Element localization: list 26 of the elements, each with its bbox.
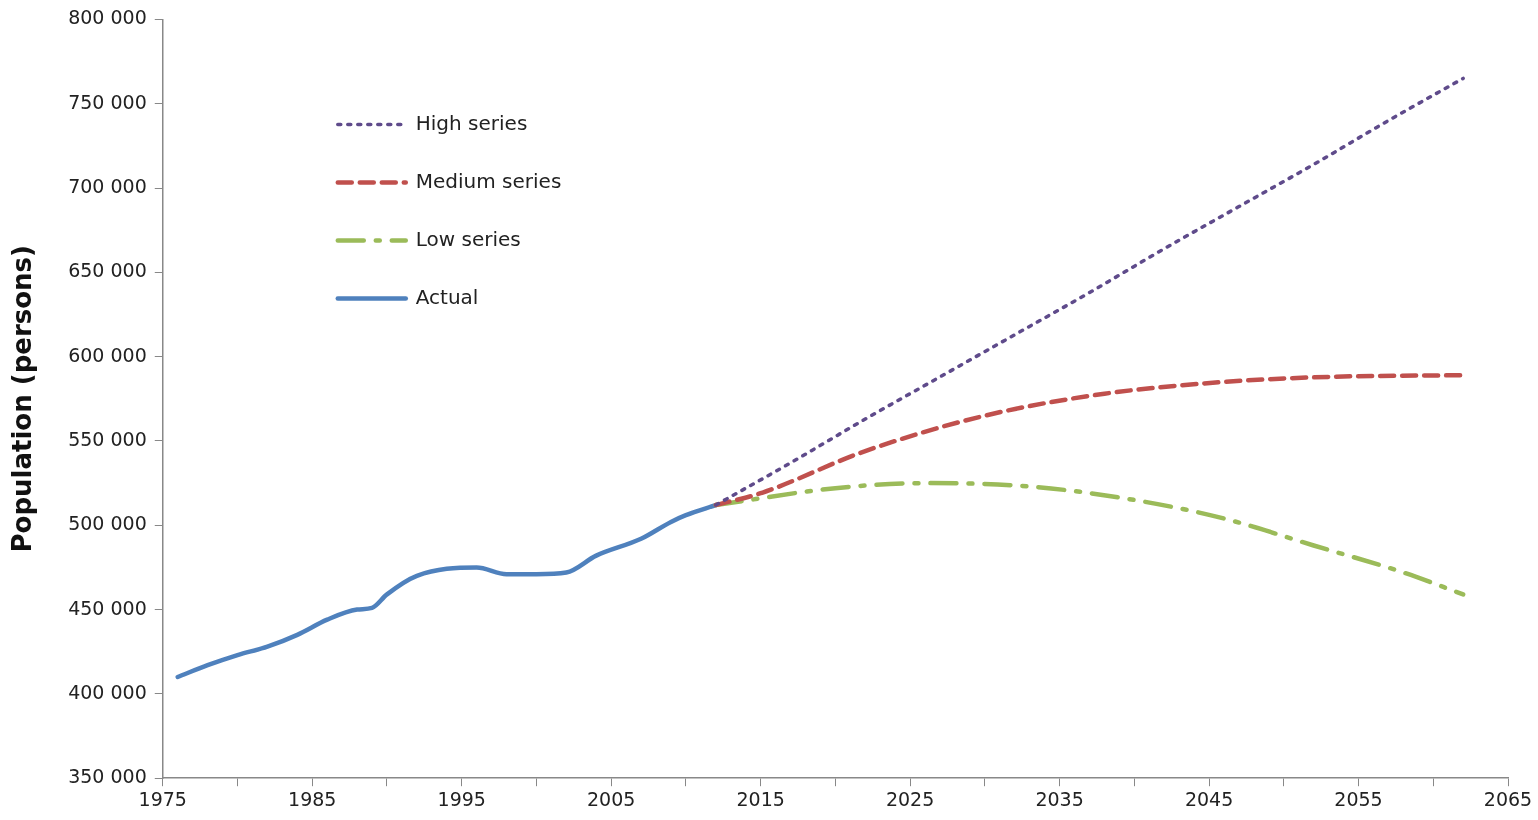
y-tick-label: 450 000: [68, 596, 147, 619]
y-tick-label: 700 000: [68, 174, 147, 197]
y-tick-label: 750 000: [68, 90, 147, 113]
x-tick-label: 2005: [587, 787, 636, 810]
y-tick-label: 600 000: [68, 343, 147, 366]
legend-label: Medium series: [415, 168, 562, 193]
x-tick-label: 2045: [1184, 787, 1234, 810]
x-tick-label: 2065: [1483, 787, 1533, 810]
x-tick-label: 2025: [885, 787, 935, 810]
y-tick-label: 500 000: [68, 512, 147, 535]
legend-label: High series: [415, 110, 528, 135]
y-tick-label: 650 000: [68, 259, 147, 282]
x-tick-label: 2055: [1334, 787, 1383, 810]
y-tick-label: 800 000: [68, 6, 147, 29]
x-tick-label: 2035: [1035, 787, 1084, 810]
x-tick-label: 1995: [437, 787, 486, 810]
y-tick-label: 400 000: [68, 680, 147, 703]
y-tick-label: 550 000: [68, 427, 147, 450]
legend-label: Actual: [415, 284, 479, 309]
line-series: [714, 76, 1465, 507]
x-tick-label: 1985: [288, 787, 337, 810]
legend-label: Low series: [415, 226, 521, 251]
y-axis-title: Population (persons): [7, 245, 38, 553]
x-tick-label: 1975: [138, 787, 187, 810]
y-tick-label: 350 000: [68, 765, 147, 788]
x-tick-label: 2015: [736, 787, 785, 810]
